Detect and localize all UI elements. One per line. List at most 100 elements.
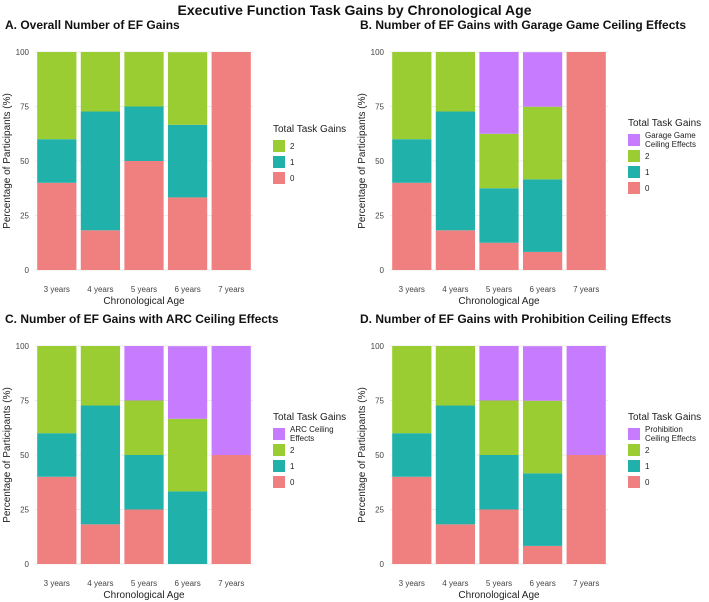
- bar-segment-two: [80, 346, 121, 406]
- bar-segment-two: [392, 346, 432, 434]
- y-tick-label: 100: [16, 342, 30, 351]
- bar-segment-two: [435, 52, 476, 112]
- legend-swatch-one: [628, 460, 640, 472]
- bar-segment-zero: [124, 161, 164, 270]
- bar-segment-one: [435, 111, 476, 231]
- bar-segment-two: [80, 52, 121, 112]
- bar-segment-two: [37, 346, 77, 434]
- y-tick-label: 0: [380, 266, 385, 275]
- legend-label: 2: [645, 152, 650, 161]
- y-tick-label: 100: [371, 48, 385, 57]
- legend-label: 0: [645, 184, 650, 193]
- bar-segment-two: [479, 133, 519, 189]
- y-tick-label: 0: [25, 560, 30, 569]
- bar-segment-ceiling: [522, 346, 563, 401]
- bar-segment-one: [37, 139, 77, 183]
- y-tick-label: 25: [375, 212, 384, 221]
- x-tick-label: 7 years: [573, 285, 599, 294]
- bar-segment-zero: [566, 455, 606, 564]
- bar-segment-one: [124, 455, 164, 510]
- bar-segment-zero: [167, 197, 208, 270]
- bar-segment-zero: [479, 242, 519, 270]
- x-tick-label: 4 years: [442, 579, 468, 588]
- x-tick-label: 7 years: [218, 285, 244, 294]
- legend-swatch-zero: [273, 476, 285, 488]
- bar-segment-zero: [124, 509, 164, 564]
- x-axis-label: Chronological Age: [458, 590, 540, 601]
- chart-svg: D. Number of EF Gains with Prohibition C…: [357, 312, 701, 601]
- y-axis-label: Percentage of Participants (%): [357, 387, 368, 523]
- chart-title: C. Number of EF Gains with ARC Ceiling E…: [5, 312, 279, 326]
- bar-segment-one: [522, 473, 563, 546]
- x-tick-label: 5 years: [486, 579, 512, 588]
- x-tick-label: 6 years: [174, 285, 200, 294]
- legend-label: Garage Game Ceiling Effects: [645, 131, 696, 149]
- bar-segment-two: [37, 52, 77, 140]
- bar-segment-zero: [392, 182, 432, 270]
- chart-title: A. Overall Number of EF Gains: [5, 18, 180, 32]
- bar-segment-two: [479, 400, 519, 455]
- bar-segment-one: [522, 179, 563, 252]
- x-axis-label: Chronological Age: [458, 296, 540, 307]
- x-tick-label: 3 years: [399, 285, 425, 294]
- bar-segment-two: [435, 346, 476, 406]
- panel-c: C. Number of EF Gains with ARC Ceiling E…: [0, 310, 354, 602]
- x-tick-label: 6 years: [174, 579, 200, 588]
- bar-segment-two: [522, 400, 563, 474]
- legend-label: 0: [290, 478, 295, 487]
- y-tick-label: 75: [20, 103, 29, 112]
- legend-swatch-one: [273, 460, 285, 472]
- legend-title: Total Task Gains: [273, 124, 346, 135]
- y-tick-label: 0: [380, 560, 385, 569]
- bar-segment-ceiling: [124, 346, 164, 401]
- bar-segment-ceiling: [479, 52, 519, 134]
- legend-swatch-one: [628, 166, 640, 178]
- bar-segment-one: [479, 455, 519, 510]
- legend-title: Total Task Gains: [273, 412, 346, 423]
- bar-segment-zero: [211, 455, 251, 564]
- legend-swatch-two: [628, 444, 640, 456]
- y-tick-label: 50: [20, 451, 29, 460]
- legend-swatch-ceiling: [628, 428, 640, 440]
- legend-swatch-zero: [628, 182, 640, 194]
- figure-title: Executive Function Task Gains by Chronol…: [177, 2, 532, 18]
- y-tick-label: 25: [20, 212, 29, 221]
- bar-segment-one: [80, 405, 121, 525]
- legend-swatch-two: [273, 444, 285, 456]
- x-tick-label: 6 years: [529, 285, 555, 294]
- legend-label: 2: [290, 446, 295, 455]
- legend-label: 2: [290, 142, 295, 151]
- bar-segment-one: [167, 491, 208, 564]
- panel-a: A. Overall Number of EF Gains 0 25 50 75 100 3…: [0, 16, 354, 308]
- bar-segment-zero: [435, 524, 476, 564]
- y-axis-label: Percentage of Participants (%): [2, 387, 13, 523]
- bar-segment-ceiling: [566, 346, 606, 455]
- legend-title: Total Task Gains: [628, 412, 701, 423]
- chart-svg: B. Number of EF Gains with Garage Game C…: [357, 18, 701, 307]
- chart-title: D. Number of EF Gains with Prohibition C…: [360, 312, 672, 326]
- legend-swatch-two: [273, 140, 285, 152]
- bar-segment-ceiling: [167, 346, 208, 419]
- y-tick-label: 75: [20, 397, 29, 406]
- legend-swatch-ceiling: [628, 134, 640, 146]
- y-tick-label: 0: [25, 266, 30, 275]
- legend-swatch-zero: [273, 172, 285, 184]
- x-axis-label: Chronological Age: [103, 296, 185, 307]
- bar-segment-two: [124, 52, 164, 107]
- bar-segment-one: [37, 433, 77, 477]
- bar-segment-zero: [80, 524, 121, 564]
- bar-segment-one: [124, 106, 164, 161]
- bar-segment-ceiling: [479, 346, 519, 401]
- x-tick-label: 7 years: [218, 579, 244, 588]
- y-tick-label: 75: [375, 397, 384, 406]
- bar-segment-zero: [522, 545, 563, 564]
- bar-segment-zero: [435, 230, 476, 270]
- bar-segment-two: [522, 106, 563, 180]
- y-tick-label: 50: [375, 157, 384, 166]
- bar-segment-zero: [392, 476, 432, 564]
- x-tick-label: 5 years: [131, 285, 157, 294]
- bar-segment-two: [167, 52, 208, 125]
- legend-swatch-ceiling: [273, 428, 285, 440]
- bar-segment-two: [392, 52, 432, 140]
- y-tick-label: 100: [371, 342, 385, 351]
